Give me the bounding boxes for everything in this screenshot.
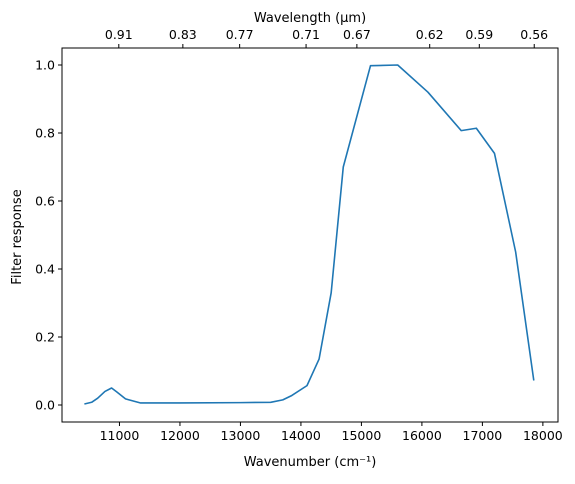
top-tick-label: 0.83 — [169, 27, 197, 42]
plot-layer: 11000 12000 13000 14000 15000 16000 17000 18000… — [35, 27, 563, 443]
x-tick-label: 11000 — [100, 428, 140, 443]
top-tick-label: 0.71 — [292, 27, 320, 42]
plot-frame — [61, 47, 559, 423]
top-tick-label: 0.56 — [520, 27, 548, 42]
y-tick-label: 0.2 — [35, 330, 55, 345]
x-tick-label: 12000 — [160, 428, 200, 443]
y-axis-label: Filter response — [10, 189, 25, 284]
y-tick-label: 1.0 — [35, 58, 55, 73]
x-tick-label: 13000 — [221, 428, 261, 443]
series-line — [84, 64, 535, 405]
y-tick-label: 0.8 — [35, 126, 55, 141]
y-tick-label: 0.0 — [35, 398, 55, 413]
top-axis-label: Wavelength (μm) — [254, 11, 366, 26]
y-tick-label: 0.6 — [35, 194, 55, 209]
x-tick-label: 15000 — [342, 428, 382, 443]
top-tick-label: 0.77 — [226, 27, 254, 42]
x-tick-label: 16000 — [402, 428, 442, 443]
x-tick-label: 17000 — [463, 428, 503, 443]
top-tick-label: 0.91 — [105, 27, 133, 42]
x-tick-label: 18000 — [523, 428, 563, 443]
x-axis-label: Wavenumber (cm⁻¹) — [244, 455, 377, 470]
y-tick-label: 0.4 — [35, 262, 55, 277]
top-tick-label: 0.59 — [465, 27, 493, 42]
top-tick-label: 0.67 — [343, 27, 371, 42]
top-tick-label: 0.62 — [416, 27, 444, 42]
x-tick-label: 14000 — [281, 428, 321, 443]
